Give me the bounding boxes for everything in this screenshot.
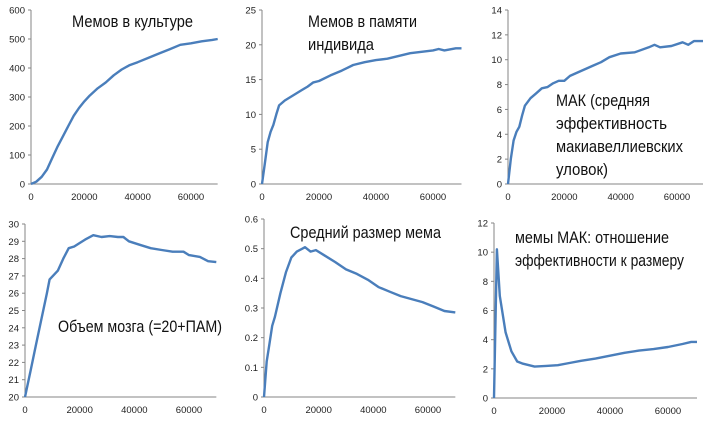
y-tick-label: 25	[245, 6, 256, 17]
y-tick-label: 8	[497, 80, 502, 91]
x-tick-label: 60000	[655, 406, 681, 417]
x-tick-label: 0	[491, 406, 496, 417]
y-tick-label: 0.3	[245, 304, 258, 315]
y-tick-label: 0	[497, 180, 502, 191]
x-tick-label: 20000	[71, 192, 97, 203]
y-tick-label: 23	[8, 341, 19, 352]
x-tick-label: 40000	[124, 192, 150, 203]
chart-panel-1: 0 100 200 300 400 500 600 0 20000 40000 60000 Мемов…	[9, 6, 218, 203]
y-tick-label: 10	[491, 55, 502, 66]
y-tick-label: 26	[8, 289, 19, 300]
y-tick-label: 28	[8, 254, 19, 265]
chart-title: мемы МАК: отношение	[515, 228, 669, 247]
y-tick-label: 0	[251, 180, 256, 191]
x-tick-label: 60000	[176, 405, 202, 416]
x-tick-label: 40000	[363, 192, 389, 203]
y-tick-label: 300	[9, 93, 25, 104]
chart-panel-3: 0 2 4 6 8 10 12 14 0 20000 40000 60000 МАК (средняя э…	[491, 6, 703, 203]
x-tick-label: 40000	[360, 405, 386, 416]
chart-title: индивида	[308, 35, 374, 54]
y-tick-label: 4	[497, 130, 502, 141]
y-tick-label: 0	[253, 393, 258, 404]
y-tick-label: 0.5	[245, 244, 258, 255]
y-tick-label: 27	[8, 271, 19, 282]
data-line	[262, 245, 456, 398]
x-tick-label: 0	[261, 405, 266, 416]
y-tick-label: 100	[9, 151, 25, 162]
x-tick-label: 0	[22, 405, 27, 416]
data-line	[30, 37, 218, 186]
x-tick-label: 60000	[664, 192, 690, 203]
data-line	[23, 233, 217, 398]
y-tick-label: 21	[8, 375, 19, 386]
data-line	[260, 47, 462, 185]
x-tick-label: 0	[28, 192, 33, 203]
y-tick-label: 10	[245, 110, 256, 121]
y-tick-label: 15	[245, 75, 256, 86]
data-line	[492, 248, 697, 399]
y-tick-label: 20	[8, 393, 19, 404]
y-tick-label: 0	[483, 394, 488, 405]
chart-title: МАК (средняя	[556, 91, 650, 110]
x-tick-label: 40000	[121, 405, 147, 416]
chart-title: эффективность	[556, 114, 667, 133]
y-tick-label: 500	[9, 35, 25, 46]
chart-title: Мемов в культуре	[72, 12, 193, 31]
x-tick-label: 40000	[597, 406, 623, 417]
y-tick-label: 12	[491, 30, 502, 41]
y-tick-label: 200	[9, 122, 25, 133]
data-line	[506, 39, 703, 185]
y-tick-label: 4	[483, 335, 488, 346]
y-tick-label: 0.2	[245, 333, 258, 344]
y-tick-label: 0.4	[245, 274, 258, 285]
y-tick-label: 6	[497, 105, 502, 116]
x-tick-label: 20000	[305, 405, 331, 416]
x-tick-label: 0	[259, 192, 264, 203]
y-tick-label: 10	[477, 248, 488, 259]
chart-title: макиавеллиевских	[556, 137, 683, 156]
y-tick-label: 30	[8, 220, 19, 231]
y-tick-label: 20	[245, 40, 256, 51]
y-tick-label: 0	[20, 180, 25, 191]
y-tick-label: 0.6	[245, 215, 258, 226]
y-tick-label: 12	[477, 219, 488, 230]
y-tick-label: 2	[497, 155, 502, 166]
chart-title: Средний размер мема	[290, 223, 441, 242]
x-tick-label: 20000	[66, 405, 92, 416]
y-tick-label: 14	[491, 6, 502, 17]
x-tick-label: 60000	[420, 192, 446, 203]
y-tick-label: 6	[483, 306, 488, 317]
chart-title: Объем мозга (=20+ПАМ)	[58, 317, 222, 336]
x-tick-label: 20000	[551, 192, 577, 203]
chart-panel-6: 0 2 4 6 8 10 12 0 20000 40000 60000 мемы МАК: отнош…	[477, 219, 697, 417]
y-tick-label: 400	[9, 64, 25, 75]
x-tick-label: 20000	[539, 406, 565, 417]
chart-panel-2: 0 5 10 15 20 25 0 20000 40000 60000 Мемов в памяти…	[245, 6, 462, 203]
y-tick-label: 0.1	[245, 363, 258, 374]
chart-title: Мемов в памяти	[308, 12, 417, 31]
x-tick-label: 60000	[415, 405, 441, 416]
y-tick-label: 25	[8, 306, 19, 317]
chart-title: эффективности к размеру	[515, 251, 684, 270]
chart-panel-5: 0 0.1 0.2 0.3 0.4 0.5 0.6 0 20000 40000 60000 Средн…	[245, 215, 456, 416]
chart-panel-4: 20 21 22 23 24 25 26 27 28 29 30 0 20000 40000 60000 Об…	[8, 220, 222, 417]
x-tick-label: 40000	[607, 192, 633, 203]
x-tick-label: 60000	[178, 192, 204, 203]
x-tick-label: 0	[505, 192, 510, 203]
y-tick-label: 29	[8, 237, 19, 248]
y-tick-label: 5	[251, 145, 256, 156]
y-tick-label: 22	[8, 358, 19, 369]
chart-title: уловок)	[556, 160, 608, 179]
y-tick-label: 600	[9, 6, 25, 17]
y-tick-label: 8	[483, 277, 488, 288]
y-tick-label: 24	[8, 323, 19, 334]
y-tick-label: 2	[483, 364, 488, 375]
x-tick-label: 20000	[306, 192, 332, 203]
